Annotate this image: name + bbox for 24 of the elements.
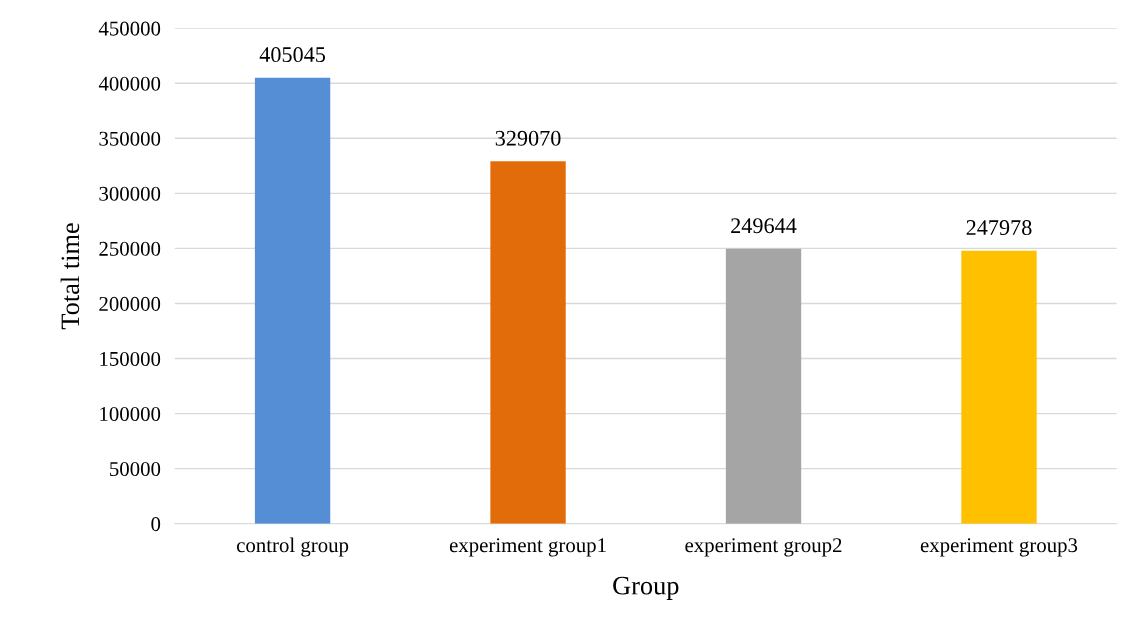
y-tick-label: 350000	[99, 131, 161, 146]
data-label: 405045	[259, 47, 326, 63]
x-axis-title: Group	[613, 576, 679, 600]
x-tick-label: experiment group3	[920, 538, 1078, 557]
y-tick-label: 300000	[99, 186, 161, 201]
y-tick-label: 200000	[99, 296, 161, 311]
y-tick-label: 50000	[110, 462, 161, 477]
x-tick-label: experiment group2	[685, 538, 842, 557]
bar	[961, 250, 1037, 524]
data-label: 329070	[495, 130, 561, 146]
y-tick-label: 250000	[99, 241, 161, 256]
y-tick-label: 100000	[100, 406, 161, 422]
y-tick-label: 150000	[100, 351, 161, 366]
bar	[490, 161, 566, 524]
bar	[254, 77, 331, 524]
x-tick-label: control group	[236, 537, 349, 557]
y-axis-title: Total time	[60, 223, 80, 330]
x-tick-label: experiment group1	[449, 538, 606, 557]
data-label: 249644	[731, 218, 797, 234]
bar	[725, 248, 802, 524]
data-label: 247978	[966, 220, 1032, 236]
y-tick-label: 0	[151, 517, 161, 532]
y-tick-label: 450000	[98, 21, 161, 36]
y-tick-label: 400000	[98, 76, 161, 91]
